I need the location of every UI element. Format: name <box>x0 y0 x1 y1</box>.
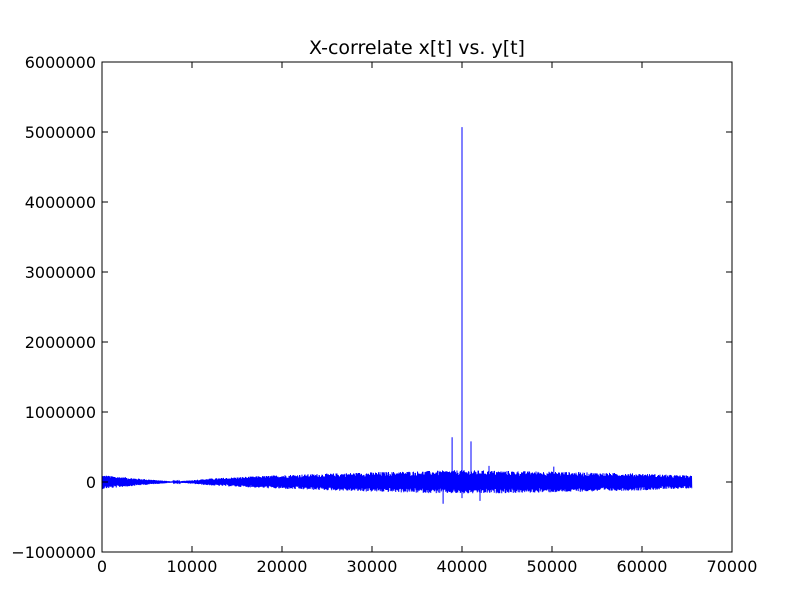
y-tick-label: 0 <box>86 473 96 492</box>
x-tick-label: 20000 <box>257 557 308 576</box>
y-tick-label: 4000000 <box>25 193 96 212</box>
x-tick-label: 60000 <box>617 557 668 576</box>
axes-frame <box>101 61 733 553</box>
y-tick-label: −1000000 <box>11 543 96 562</box>
x-tick-label: 10000 <box>167 557 218 576</box>
chart-title: X-correlate x[t] vs. y[t] <box>309 37 525 59</box>
x-tick-label: 50000 <box>527 557 578 576</box>
plot-area <box>102 127 693 504</box>
x-tick-label: 30000 <box>347 557 398 576</box>
y-tick-label: 2000000 <box>25 333 96 352</box>
y-tick-label: 3000000 <box>25 263 96 282</box>
x-tick-label: 40000 <box>437 557 488 576</box>
y-tick-label: 6000000 <box>25 53 96 72</box>
y-tick-label: 1000000 <box>25 403 96 422</box>
axes: 0 10000 20000 30000 40000 50000 60000 70000 −100… <box>11 53 757 576</box>
series-line <box>102 127 693 504</box>
x-tick-label: 0 <box>97 557 107 576</box>
y-tick-label: 5000000 <box>25 123 96 142</box>
x-tick-label: 70000 <box>707 557 758 576</box>
